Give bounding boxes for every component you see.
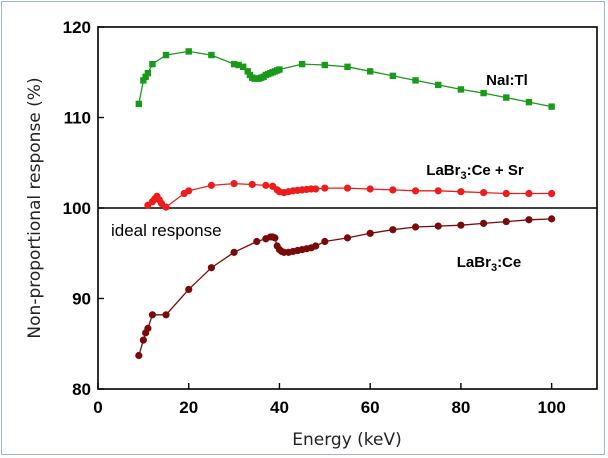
data-point bbox=[411, 223, 420, 231]
data-point bbox=[548, 189, 556, 198]
data-point bbox=[230, 179, 238, 188]
series-group bbox=[144, 179, 556, 211]
data-point bbox=[144, 69, 152, 77]
series-group bbox=[135, 215, 556, 360]
data-point bbox=[149, 60, 156, 68]
data-point bbox=[343, 234, 352, 242]
data-point bbox=[208, 51, 215, 59]
data-point bbox=[525, 189, 533, 198]
data-point bbox=[142, 73, 149, 80]
y-tick-label: 100 bbox=[63, 199, 91, 218]
series-group bbox=[135, 48, 555, 110]
series-labels-layer: NaI:Tl LaBr3:Ce + Sr LaBr3:Ce bbox=[426, 72, 528, 274]
data-point bbox=[312, 242, 320, 250]
data-point bbox=[411, 187, 420, 195]
data-point bbox=[548, 103, 555, 110]
data-point bbox=[548, 215, 556, 223]
data-point bbox=[457, 221, 465, 229]
data-point bbox=[185, 187, 193, 195]
data-point bbox=[525, 98, 533, 106]
data-point bbox=[321, 184, 329, 192]
data-point bbox=[457, 86, 465, 93]
y-tick-label: 90 bbox=[72, 290, 91, 309]
data-point bbox=[207, 264, 216, 272]
data-point bbox=[248, 180, 256, 189]
data-point bbox=[271, 234, 279, 242]
data-point bbox=[244, 68, 251, 75]
y-axis-title: Non-proportional response (%) bbox=[25, 77, 45, 338]
data-point bbox=[140, 77, 147, 84]
data-point bbox=[366, 229, 374, 237]
data-point bbox=[389, 72, 397, 80]
x-tick-label: 80 bbox=[451, 398, 470, 417]
data-point bbox=[298, 60, 306, 68]
data-point bbox=[389, 186, 397, 194]
x-tick-label: 20 bbox=[179, 398, 198, 417]
data-point bbox=[502, 189, 510, 198]
data-point bbox=[230, 248, 238, 256]
data-point bbox=[434, 222, 442, 230]
data-point bbox=[207, 181, 216, 189]
data-point bbox=[235, 61, 242, 69]
data-point bbox=[344, 63, 351, 71]
data-point bbox=[162, 311, 170, 319]
x-tick-label: 60 bbox=[361, 398, 380, 417]
data-point bbox=[253, 237, 261, 246]
ticks-layer: 0 20 40 60 80 100 80 90 100 110 120 bbox=[63, 18, 566, 417]
data-point bbox=[312, 185, 320, 193]
data-point bbox=[139, 336, 147, 344]
data-point bbox=[135, 100, 143, 108]
series-name-label: LaBr3:Ce bbox=[457, 254, 521, 274]
series-name-label: NaI:Tl bbox=[486, 72, 528, 89]
y-tick-label: 110 bbox=[64, 109, 91, 128]
data-point bbox=[185, 48, 192, 55]
plot-area-frame bbox=[97, 26, 598, 390]
data-point bbox=[366, 68, 374, 75]
data-point bbox=[135, 351, 143, 360]
data-point bbox=[321, 61, 329, 69]
y-tick-label: 120 bbox=[63, 18, 91, 37]
data-point bbox=[479, 219, 488, 227]
data-point bbox=[435, 81, 442, 89]
data-point bbox=[144, 324, 152, 332]
x-tick-label: 40 bbox=[270, 398, 289, 417]
data-point bbox=[457, 188, 465, 196]
data-point bbox=[480, 89, 487, 97]
data-point bbox=[262, 181, 270, 189]
ideal-response-label: ideal response bbox=[111, 221, 222, 240]
series-name-label: LaBr3:Ce + Sr bbox=[426, 162, 524, 182]
data-point bbox=[525, 216, 533, 224]
data-point bbox=[148, 311, 157, 319]
data-point bbox=[502, 217, 510, 226]
x-tick-label: 0 bbox=[93, 398, 102, 417]
data-point bbox=[412, 77, 419, 84]
y-tick-label: 80 bbox=[72, 380, 91, 399]
data-point bbox=[162, 51, 170, 59]
data-point bbox=[276, 66, 283, 73]
data-point bbox=[162, 203, 170, 211]
data-point bbox=[230, 60, 238, 68]
data-point bbox=[389, 226, 397, 234]
data-point bbox=[343, 184, 352, 192]
x-axis-title: Energy (keV) bbox=[292, 430, 402, 450]
data-point bbox=[479, 189, 488, 197]
data-point bbox=[239, 63, 247, 71]
data-point bbox=[434, 187, 442, 195]
data-point bbox=[366, 185, 374, 193]
data-point bbox=[503, 94, 510, 101]
data-point bbox=[185, 285, 193, 294]
series-layer bbox=[135, 48, 556, 360]
data-point bbox=[321, 237, 329, 246]
x-tick-label: 100 bbox=[537, 398, 565, 417]
